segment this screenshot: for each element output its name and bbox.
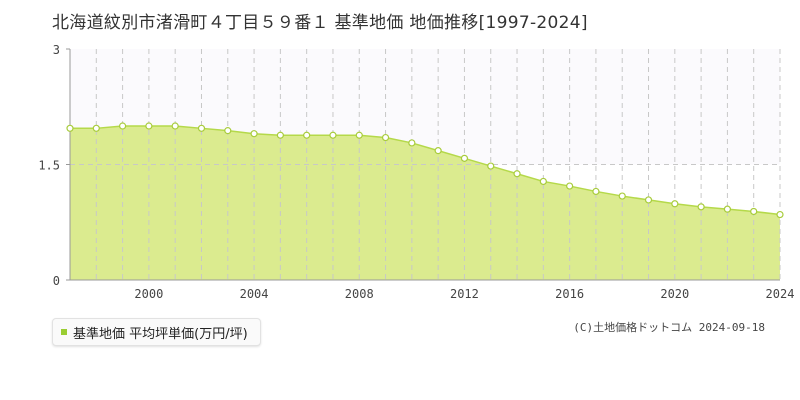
x-tick-label: 2008 (345, 287, 374, 301)
data-point (592, 187, 600, 196)
data-point (355, 131, 363, 139)
y-tick-label: 0 (53, 274, 60, 288)
data-point (513, 170, 521, 178)
data-point (381, 133, 390, 142)
data-point (671, 200, 679, 208)
legend-label: 基準地価 平均坪単価(万円/坪) (73, 326, 248, 342)
legend-marker-icon (61, 329, 67, 335)
data-point (618, 192, 626, 200)
x-tick-label: 2004 (240, 287, 269, 301)
data-point (329, 131, 337, 139)
x-tick-label: 2020 (660, 287, 689, 301)
data-point (303, 131, 311, 139)
chart-title: 北海道紋別市渚滑町４丁目５９番１ 基準地価 地価推移[1997-2024] (52, 13, 588, 33)
data-point (250, 130, 258, 138)
data-point (145, 122, 153, 130)
data-point (460, 154, 469, 162)
data-point (539, 177, 547, 186)
data-point (697, 203, 705, 211)
data-point (566, 182, 574, 190)
data-point (171, 122, 179, 130)
data-point (487, 162, 495, 170)
series-area (70, 126, 780, 280)
data-point (408, 139, 416, 147)
y-tick-label: 1.5 (38, 159, 60, 173)
x-tick-label: 2012 (450, 287, 479, 301)
data-point (750, 207, 758, 216)
data-point (197, 124, 206, 132)
data-point (644, 196, 653, 204)
x-tick-label: 2024 (766, 287, 795, 301)
legend[interactable]: 基準地価 平均坪単価(万円/坪) (52, 318, 261, 346)
data-point (434, 147, 442, 155)
data-point (66, 124, 74, 132)
x-tick-label: 2016 (555, 287, 584, 301)
data-point (776, 210, 784, 219)
x-tick-label: 2000 (134, 287, 163, 301)
y-tick-label: 3 (53, 43, 60, 57)
data-point (276, 131, 284, 139)
data-point (92, 124, 100, 132)
data-point (723, 205, 732, 213)
copyright-text: (C)土地価格ドットコム 2024-09-18 (573, 321, 765, 334)
data-point (118, 122, 127, 130)
series-line (70, 125, 781, 216)
data-point (224, 127, 232, 135)
